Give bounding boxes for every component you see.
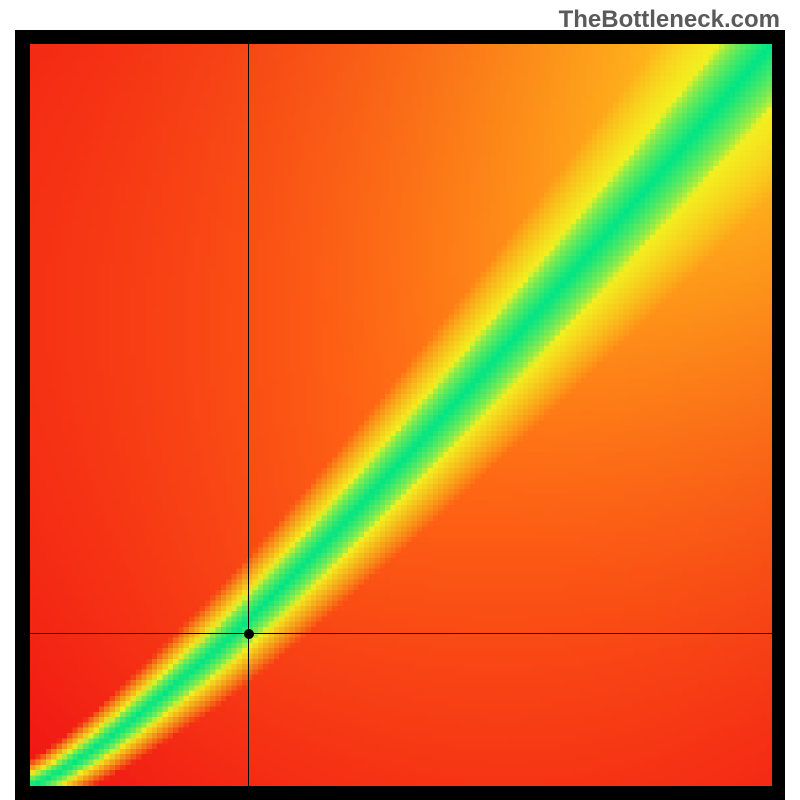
plot-area xyxy=(30,44,772,786)
outer-black-frame xyxy=(15,30,785,800)
heatmap-canvas xyxy=(30,44,772,786)
chart-container: TheBottleneck.com xyxy=(0,0,800,800)
